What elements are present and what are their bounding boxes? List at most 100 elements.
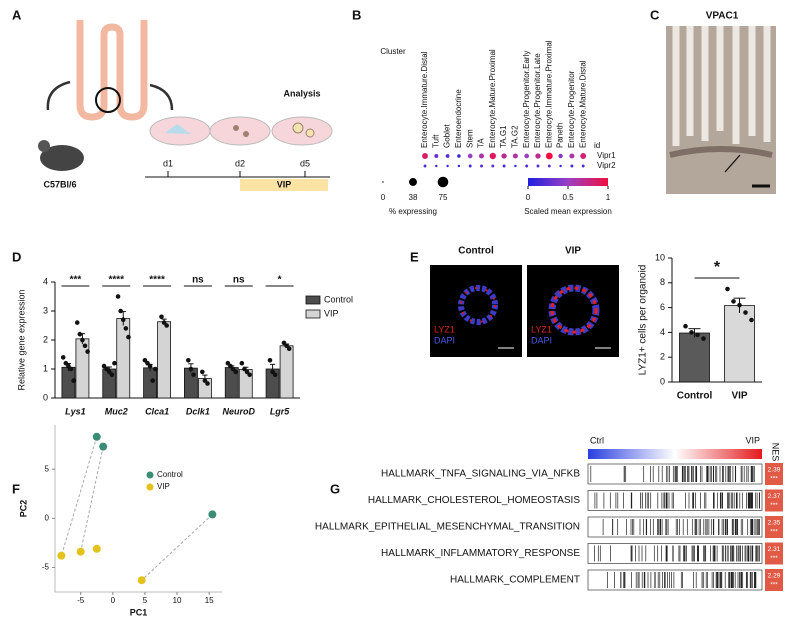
dot [478,153,485,159]
significance: * [278,275,282,286]
dot [569,153,575,159]
category-label: Enterocyte.Immature.Distal [420,51,429,148]
treatment-bar [240,179,328,191]
pair-link [141,514,213,581]
organoid [243,131,249,137]
y-axis-title: LYZ1+ cells per organoid [638,265,649,376]
dot [559,164,562,168]
category-label: Enteroendocrine [454,89,463,148]
stain-label: DAPI [434,335,455,345]
dot [536,164,540,168]
gene-set-name: HALLMARK_INFLAMMATORY_RESPONSE [381,548,580,559]
nes-significance: *** [770,476,778,483]
data-point [286,346,292,352]
legend-dot [409,178,417,186]
x-tick-label: Lys1 [65,406,86,416]
x-tick-label: 5 [143,596,148,605]
legend-title: Scaled mean expression [524,207,612,216]
category-label: Stem [465,129,474,148]
strain: C57Bl/6 [43,179,76,189]
dot [480,164,483,168]
dot [580,153,587,159]
x-tick-label: -5 [77,596,85,605]
dot [435,164,438,168]
mouse-ear [38,140,50,152]
row-label: Vipr2 [597,161,616,170]
axis-title: Cluster [380,47,406,56]
significance: **** [149,275,165,286]
data-point [247,372,252,378]
gene-set-name: HALLMARK_COMPLEMENT [450,575,580,586]
nes-box [765,489,783,512]
y-tick-label: 5 [45,464,50,473]
barcode [602,519,760,535]
axis-title: id [594,141,600,150]
legend-label: 0 [381,193,386,202]
category-label: Enterocyte.Progenitor.Late [533,53,542,148]
nes-significance: *** [770,529,778,536]
panel-label: F [12,481,20,496]
dot [581,164,585,168]
pair-link [60,436,98,556]
y-axis-title: PC2 [18,500,28,518]
data-point [233,369,238,375]
data-point [152,366,158,372]
x-axis-title: PC1 [130,607,148,617]
bar [157,321,171,399]
legend-label: VIP [157,482,170,491]
y-axis-title: Relative gene expression [16,289,26,390]
legend-label: VIP [324,308,339,318]
mouse [40,145,84,171]
data-point [200,369,205,375]
data-point [701,336,706,341]
data-point [68,366,74,372]
barcode [590,466,755,482]
data-point [737,302,742,308]
data-point [267,358,273,363]
barcode [594,545,760,562]
intestine [76,20,148,121]
y-tick-label: 0 [660,376,665,386]
category-label: Tuft [431,134,440,148]
dot [558,153,563,159]
data-point [683,323,688,329]
dish [209,116,271,146]
data-point [112,360,117,366]
bar [679,332,710,383]
dot [502,164,506,168]
category-label: Goblet [443,124,452,148]
x-tick-label: 15 [205,596,214,605]
significance: ns [192,275,204,286]
organoid [292,122,304,134]
stain-label: DAPI [531,335,552,345]
nes-value: 2.29 [768,573,781,580]
panel-label: G [330,481,340,496]
data-point [188,366,194,372]
category-label: TA.G2 [511,125,520,148]
y-tick-label: 0 [45,513,50,522]
data-point [109,372,115,378]
legend-label: 38 [409,193,418,202]
row-label: Vipr1 [597,151,616,160]
data-point [82,343,88,349]
y-tick-label: 0 [43,392,48,402]
nes-significance: *** [770,582,778,589]
nes-value: 2.31 [768,546,781,553]
category-label: Enterocyte.Mature.Proximal [488,49,497,148]
panel-label: B [352,7,361,22]
gene-set-name: HALLMARK_TNFA_SIGNALING_VIA_NFKB [381,469,580,480]
organoid [233,125,239,131]
data-point [85,349,90,354]
significance: *** [70,275,82,286]
significance: ns [233,275,245,286]
point [208,510,217,519]
panel-label: A [12,7,22,22]
color-scale [528,178,608,186]
category-label: TA.G1 [499,125,508,148]
stain-label: LYZ1 [531,324,552,334]
category-label: Enterocyte.Progenitor.Early [522,51,531,148]
image-title: VIP [565,246,581,257]
y-tick-label: 10 [655,252,665,262]
data-point [80,337,85,343]
point [99,442,108,451]
